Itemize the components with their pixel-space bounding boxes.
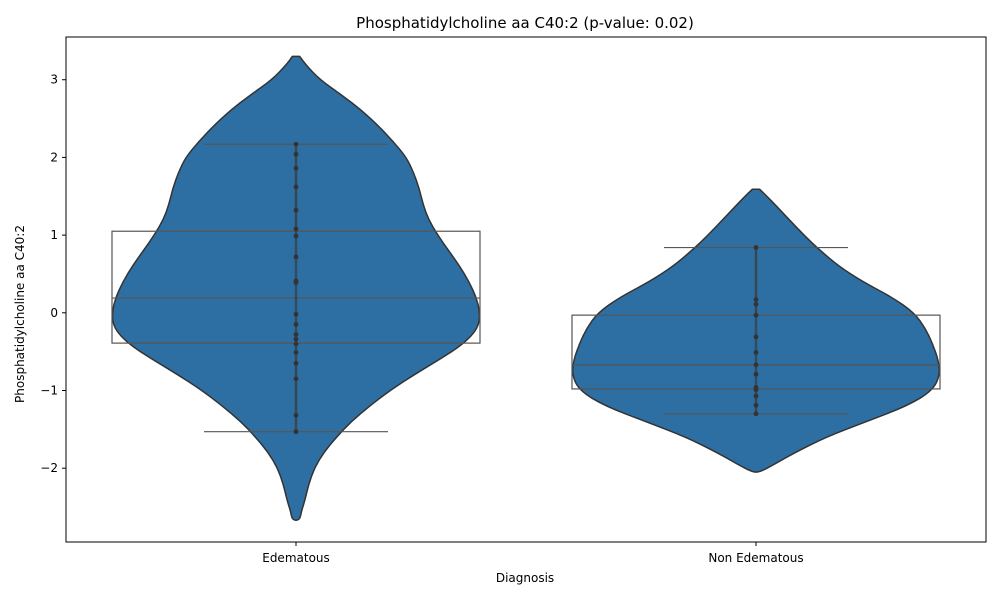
data-point xyxy=(293,350,299,355)
data-point xyxy=(753,393,759,399)
data-point xyxy=(293,141,299,147)
plot-area: −2 −1 0 1 2 3 Edematous Non Edematous xyxy=(40,36,987,565)
data-point xyxy=(293,184,299,190)
plot-frame xyxy=(65,36,987,543)
x-tick-label: Non Edematous xyxy=(708,551,803,565)
data-point xyxy=(753,334,759,340)
data-point xyxy=(293,226,299,232)
data-point xyxy=(753,362,759,368)
data-point xyxy=(293,429,299,435)
x-axis-label: Diagnosis xyxy=(496,571,554,585)
chart-title: Phosphatidylcholine aa C40:2 (p-value: 0… xyxy=(356,14,694,32)
x-tick-label: Edematous xyxy=(262,551,330,565)
data-point xyxy=(293,336,299,342)
data-point xyxy=(293,332,299,337)
data-point xyxy=(753,312,759,318)
data-point xyxy=(293,165,299,171)
data-point xyxy=(753,411,759,417)
y-tick-label: 1 xyxy=(50,228,58,242)
data-point xyxy=(293,341,299,347)
data-point xyxy=(293,207,299,213)
data-point xyxy=(753,402,759,408)
y-axis-label: Phosphatidylcholine aa C40:2 xyxy=(13,225,27,403)
data-point xyxy=(753,387,759,393)
y-tick-label: −1 xyxy=(40,384,58,398)
data-point xyxy=(753,350,759,355)
y-tick-label: 0 xyxy=(50,306,58,320)
data-point xyxy=(753,245,759,250)
data-point xyxy=(293,322,299,327)
data-point xyxy=(293,360,299,366)
data-point xyxy=(293,254,299,260)
y-tick-label: 3 xyxy=(50,73,58,87)
data-point xyxy=(753,297,759,302)
data-point xyxy=(293,412,299,418)
data-point xyxy=(293,151,299,157)
data-point xyxy=(293,311,299,317)
y-tick-label: −2 xyxy=(40,461,58,475)
y-tick-label: 2 xyxy=(50,150,58,164)
data-point xyxy=(293,280,299,285)
data-point xyxy=(753,371,759,377)
data-point xyxy=(293,376,299,382)
data-point xyxy=(293,233,299,239)
data-point xyxy=(753,301,759,307)
